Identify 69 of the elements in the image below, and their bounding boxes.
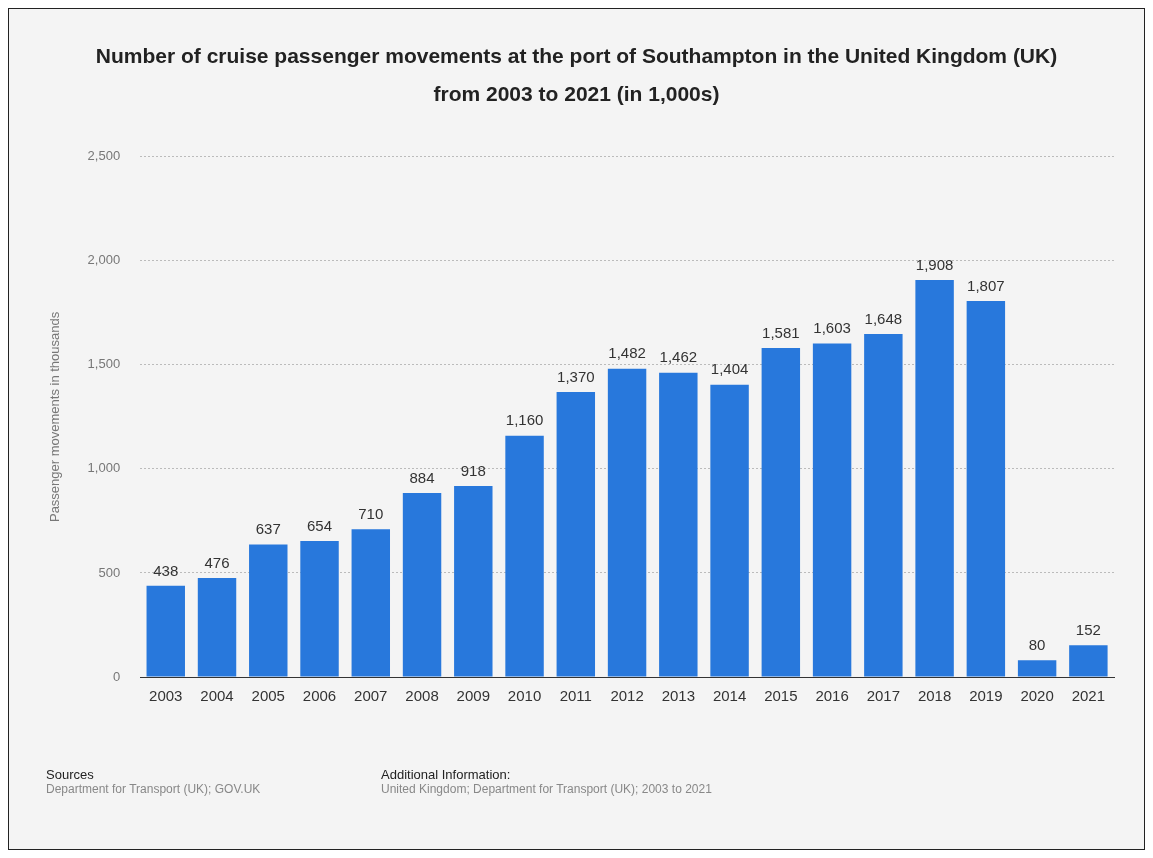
data-label: 1,404 (710, 360, 749, 378)
x-tick-label: 2004 (200, 687, 234, 705)
bar (1017, 660, 1057, 677)
x-tick-label: 2014 (712, 687, 747, 705)
data-label: 637 (255, 520, 281, 538)
x-tick-label: 2021 (1071, 687, 1106, 705)
data-label: 884 (409, 468, 435, 486)
x-tick-label: 2019 (969, 687, 1003, 705)
data-label: 1,648 (864, 309, 903, 327)
data-label: 476 (204, 553, 230, 571)
x-tick-label: 2008 (405, 687, 439, 705)
bar (351, 529, 391, 677)
x-tick-label: 2010 (507, 687, 542, 705)
x-tick-label: 2020 (1020, 687, 1054, 705)
x-tick-label: 2012 (610, 687, 644, 705)
x-tick-label: 2015 (764, 687, 798, 705)
y-tick-label: 1,500 (87, 356, 121, 372)
bar (864, 334, 903, 677)
chart-title: Number of cruise passenger movements at the port of Southampton in the United Kingdom (UK) from 2003 to 2021 (in 1,000s) (94, 43, 1059, 107)
bar (659, 372, 698, 677)
data-label: 1,581 (762, 323, 800, 341)
y-axis-title: Passenger movements in thousands (47, 311, 63, 523)
text: United Kingdom; Department for Transport (UK); 2003 to 2021 (381, 782, 712, 796)
data-label: 918 (460, 461, 486, 479)
bar (197, 577, 237, 677)
x-tick-label: 2007 (354, 687, 388, 705)
x-tick-label: 2013 (661, 687, 696, 705)
y-tick-label: 0 (112, 668, 121, 684)
data-label: 438 (153, 561, 179, 579)
bar (710, 384, 749, 677)
text: Department for Transport (UK); GOV.UK (46, 782, 261, 796)
x-tick-label: 2003 (149, 687, 183, 705)
x-tick-label: 2016 (815, 687, 849, 705)
bar (146, 585, 185, 677)
y-tick-label: 2,500 (87, 148, 121, 164)
bar (505, 435, 544, 677)
data-label: 1,160 (505, 411, 544, 429)
bar (607, 368, 647, 677)
text: Sources (46, 767, 95, 782)
bar (966, 301, 1006, 677)
bar (300, 540, 339, 677)
y-tick-label: 1,000 (87, 460, 121, 476)
x-tick-label: 2005 (251, 687, 285, 705)
data-label: 710 (358, 504, 384, 522)
x-tick-label: 2006 (302, 687, 337, 705)
y-tick-label: 500 (98, 564, 121, 580)
bar (915, 279, 954, 677)
bar (761, 348, 801, 677)
data-label: 1,603 (813, 319, 851, 337)
x-tick-label: 2018 (917, 687, 952, 705)
bar (249, 544, 288, 677)
data-label: 80 (1028, 635, 1046, 653)
x-tick-label: 2011 (559, 687, 592, 705)
x-tick-label: 2017 (866, 687, 901, 705)
data-label: 1,908 (915, 255, 954, 273)
data-label: 1,482 (608, 344, 646, 362)
text: Additional Information: (381, 767, 512, 782)
bar (402, 493, 442, 677)
bar (556, 391, 596, 677)
data-label: 1,462 (659, 348, 698, 366)
data-label: 654 (307, 516, 333, 534)
bar (1069, 645, 1108, 677)
bar (454, 485, 493, 677)
x-tick-label: 2009 (456, 687, 490, 705)
data-label: 152 (1075, 621, 1101, 639)
data-label: 1,807 (967, 276, 1005, 294)
data-label: 1,370 (557, 367, 595, 385)
y-tick-label: 2,000 (87, 252, 121, 268)
bar (812, 343, 852, 677)
